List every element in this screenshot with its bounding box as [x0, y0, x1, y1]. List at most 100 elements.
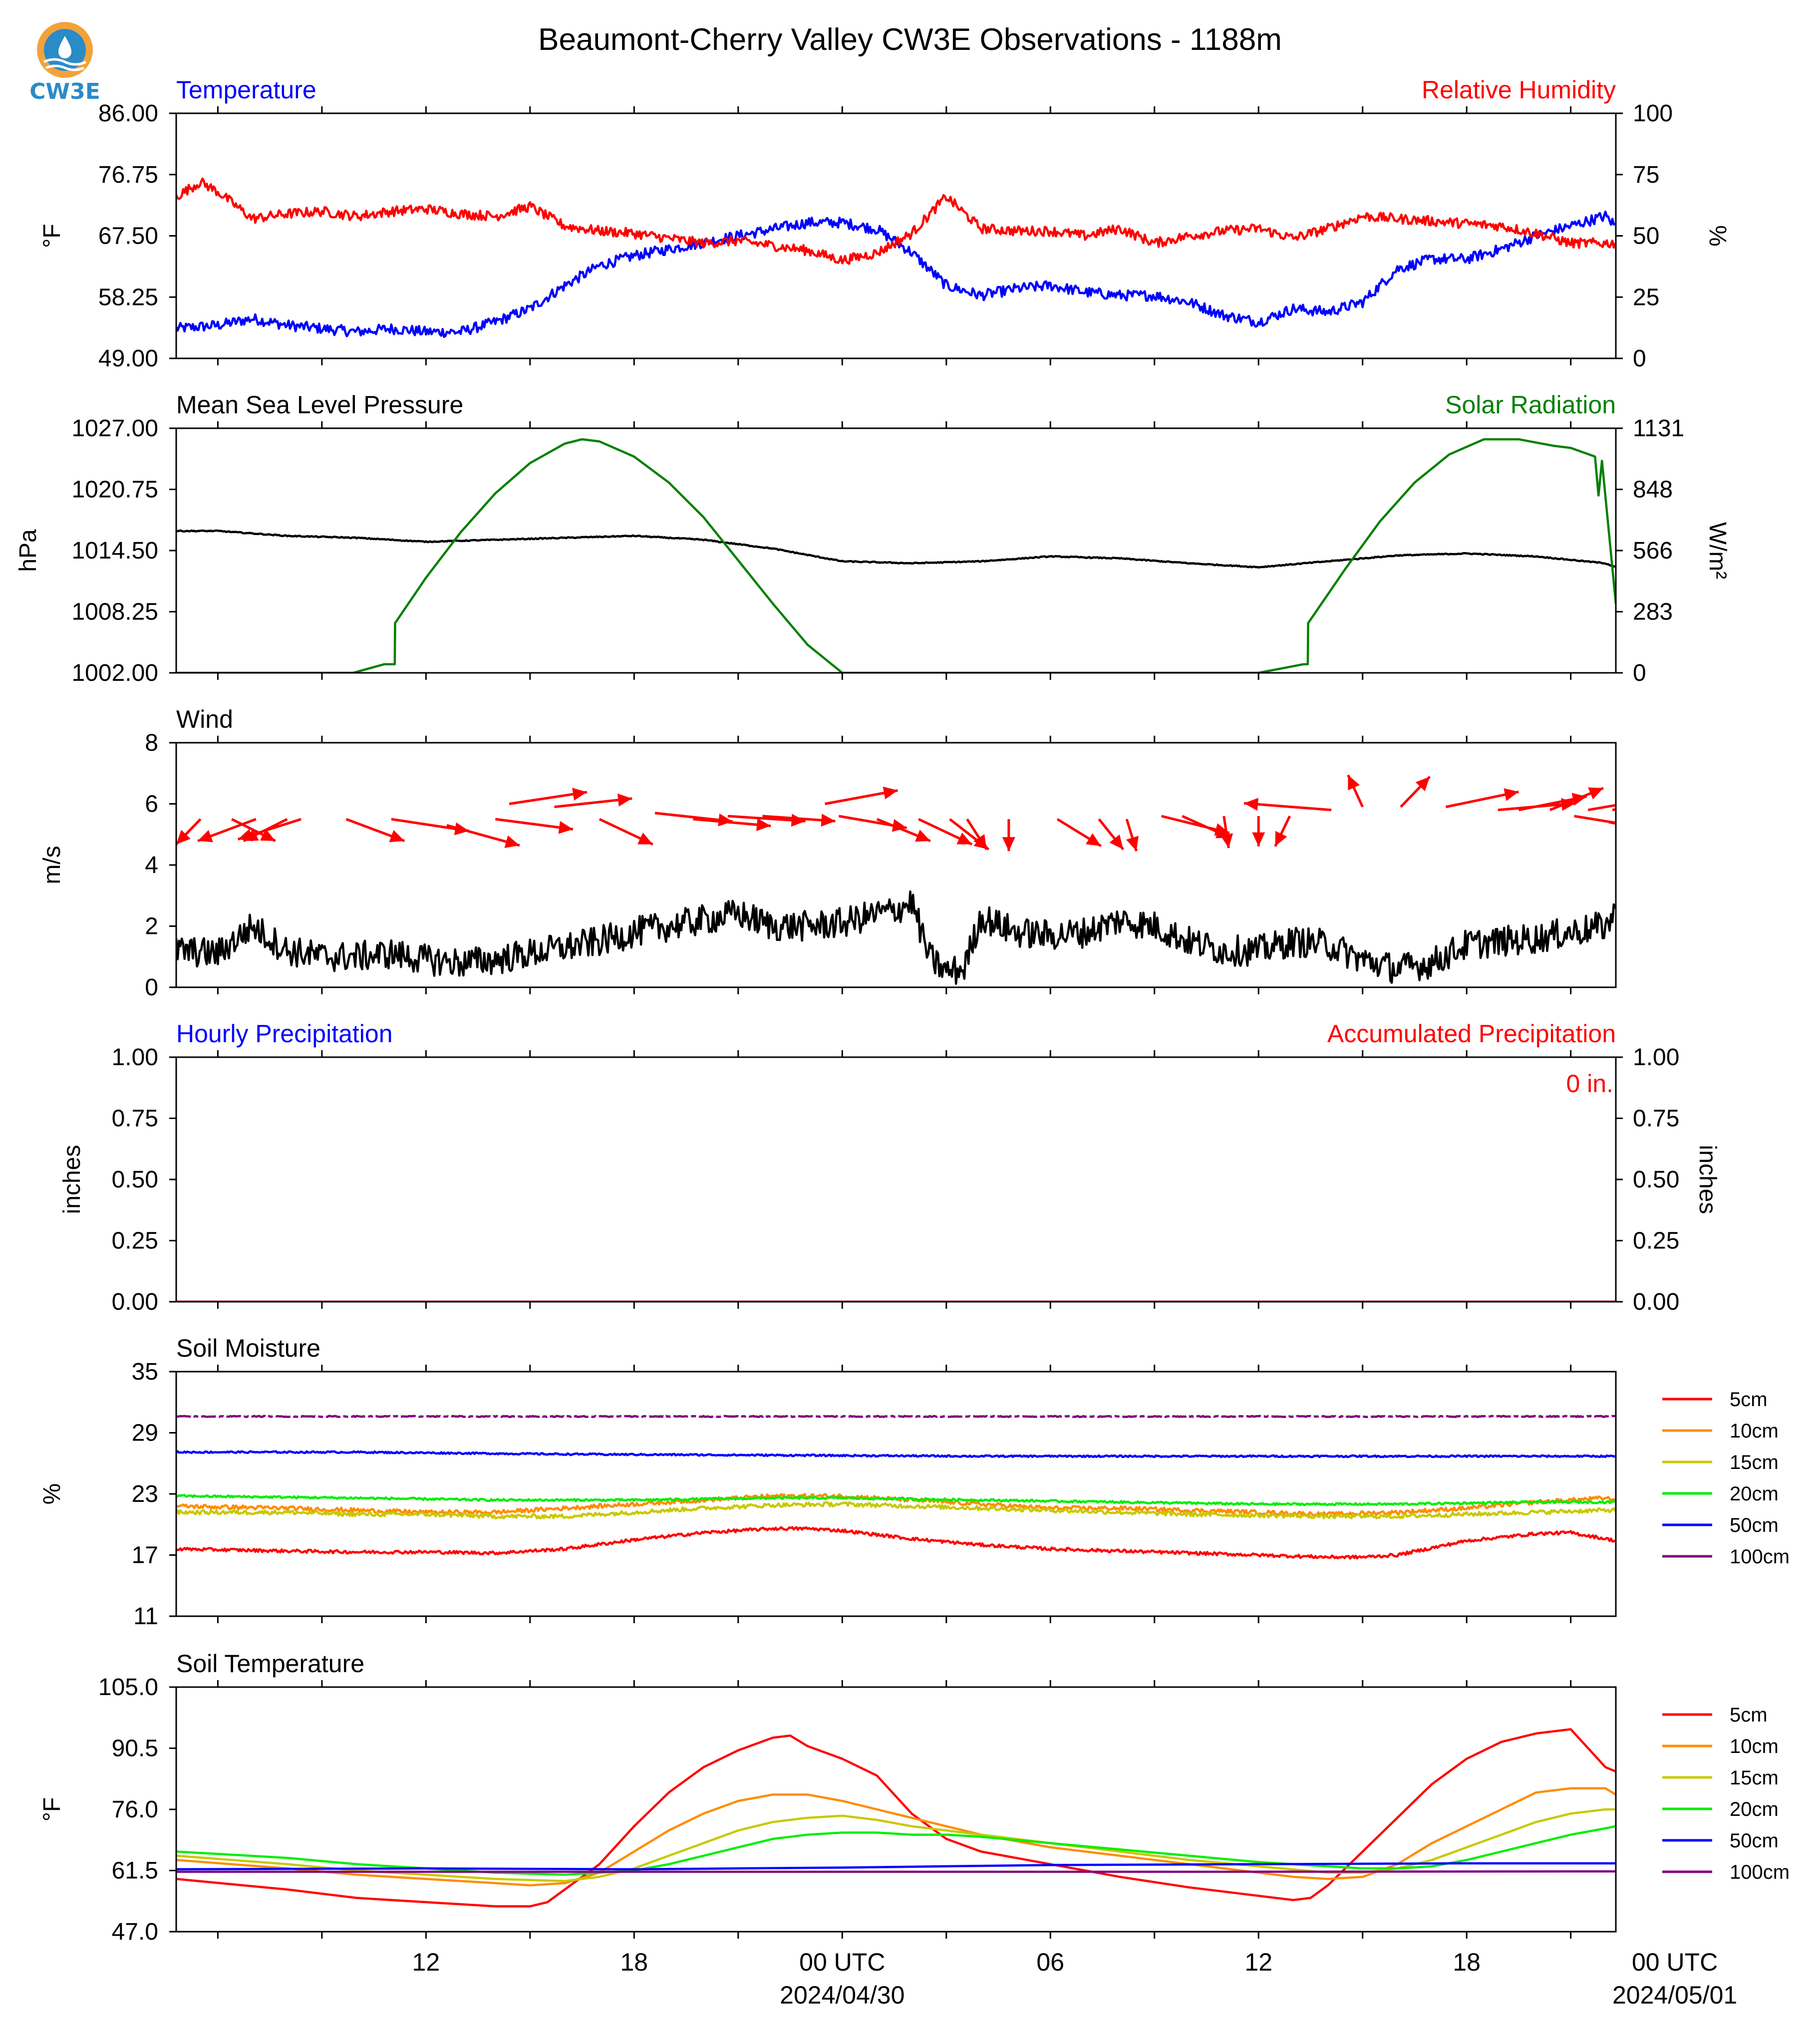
legend-label: 10cm — [1730, 1420, 1779, 1442]
wind-arrow-head — [1126, 836, 1139, 852]
legend-label: 10cm — [1730, 1736, 1779, 1757]
y-axis-label: % — [39, 1483, 65, 1505]
series-line-solar-radiation — [176, 438, 1616, 673]
panel-title-right: Relative Humidity — [1422, 76, 1616, 104]
panel-frame — [175, 1686, 1617, 1933]
y-tick-label-right: 50 — [1633, 223, 1659, 250]
y-axis-label: °F — [39, 224, 65, 248]
y-tick-label: 2 — [145, 913, 158, 940]
panel-title: Soil Moisture — [176, 1334, 320, 1362]
y-tick-label: 49.00 — [98, 345, 158, 372]
y-tick-label-right: 0.75 — [1633, 1106, 1679, 1132]
legend-label: 5cm — [1730, 1389, 1768, 1411]
y-tick-label: 1.00 — [112, 1044, 158, 1071]
x-date-label: 2024/04/30 — [780, 1981, 905, 2009]
y-tick-label-right: 0 — [1633, 345, 1646, 372]
series-line-relative-humidity — [176, 177, 1616, 265]
legend-label: 5cm — [1730, 1704, 1768, 1726]
plot-area — [132, 774, 1657, 985]
legend-label: 20cm — [1730, 1798, 1779, 1820]
series-line-20cm — [176, 1494, 1615, 1506]
y-axis-label-right: % — [1704, 225, 1731, 247]
legend-label: 15cm — [1730, 1767, 1779, 1789]
panel-frame — [175, 1371, 1617, 1617]
wind-arrow-head — [914, 830, 930, 842]
series-line-5cm — [176, 1728, 1616, 1908]
wind-arrow-head — [617, 793, 632, 807]
wind-arrow-head — [956, 832, 972, 845]
series-line-15cm — [176, 1501, 1616, 1520]
wind-arrow — [176, 816, 177, 818]
y-tick-label: 35 — [132, 1359, 158, 1385]
wind-arrow-head — [1275, 831, 1287, 847]
y-tick-label: 67.50 — [98, 223, 158, 250]
wind-arrow-head — [1504, 788, 1519, 801]
wind-arrow-head — [1415, 776, 1430, 792]
accumulated-total: 0 in. — [1566, 1070, 1613, 1098]
y-axis-label: hPa — [15, 529, 41, 572]
wind-arrow-head — [238, 829, 254, 842]
wind-arrow-head — [973, 834, 987, 850]
plot-area — [176, 1415, 1616, 1560]
y-tick-label-right: 0.25 — [1633, 1228, 1679, 1254]
series-line-5cm — [176, 1526, 1616, 1560]
series-line-50cm — [176, 1450, 1616, 1458]
wind-arrow-head — [1588, 787, 1603, 800]
wind-arrow-head — [260, 829, 276, 841]
panel-frame — [175, 1056, 1617, 1303]
panel-title: Soil Temperature — [176, 1650, 364, 1678]
legend-label: 100cm — [1730, 1546, 1790, 1568]
y-tick-label-right: 1.00 — [1633, 1044, 1679, 1071]
x-tick-label: 06 — [1036, 1948, 1064, 1976]
y-axis-label-right: W/m² — [1704, 522, 1731, 579]
y-axis-label-right: inches — [1694, 1145, 1721, 1214]
y-tick-label: 0.00 — [112, 1289, 158, 1315]
wind-arrow — [1587, 804, 1616, 812]
plot-area — [176, 438, 1616, 673]
wind-arrow-head — [1086, 833, 1101, 847]
legend: 5cm 10cm 15cm 20cm 50cm 100cm — [1662, 1389, 1790, 1568]
y-tick-label-right: 100 — [1633, 100, 1673, 127]
series-line-temperature — [176, 210, 1616, 338]
y-tick-label: 1020.75 — [71, 477, 158, 503]
wind-arrow-head — [883, 786, 898, 800]
y-tick-label: 23 — [132, 1481, 158, 1507]
panel-frame — [175, 427, 1617, 674]
x-tick-label: 18 — [620, 1948, 648, 1976]
wind-arrow — [1612, 808, 1616, 812]
wind-arrow-head — [1220, 833, 1233, 849]
wind-arrow-head — [572, 788, 587, 801]
logo-icon — [37, 22, 93, 78]
panel-precipitation: 0.00 0.25 0.50 0.75 1.00 0.00 0.25 0.50 0.75 1.00… — [59, 1020, 1721, 1315]
y-axis-label: m/s — [39, 846, 65, 884]
y-tick-label-right: 848 — [1633, 477, 1673, 503]
series-line-mean-sea-level-pressure — [176, 529, 1615, 569]
y-tick-label: 76.75 — [98, 162, 158, 188]
panel-wind: 0 2 4 6 8 m/s Wind — [39, 705, 1657, 1001]
wind-arrow-head — [756, 818, 771, 832]
wind-arrow-head — [1109, 834, 1124, 850]
legend-label: 100cm — [1730, 1861, 1790, 1883]
panel-title: Temperature — [176, 76, 316, 104]
panel-title-right: Solar Radiation — [1445, 391, 1616, 419]
series-line-wind — [176, 890, 1616, 985]
y-tick-label: 1008.25 — [71, 599, 158, 625]
wind-arrow-head — [821, 814, 836, 827]
y-tick-label: 29 — [132, 1420, 158, 1447]
x-tick-label: 00 UTC — [799, 1948, 885, 1976]
series-line-10cm — [176, 1787, 1616, 1887]
x-tick-label: 12 — [1244, 1948, 1272, 1976]
plot-area — [176, 177, 1616, 338]
wind-arrow-head — [1348, 775, 1360, 791]
wind-arrow-head — [198, 830, 213, 843]
legend-label: 15cm — [1730, 1451, 1779, 1473]
y-tick-label: 47.0 — [112, 1919, 158, 1945]
wind-arrow-head — [132, 819, 148, 832]
y-tick-label: 86.00 — [98, 100, 158, 127]
wind-arrow-head — [1642, 821, 1657, 834]
y-tick-label: 76.0 — [112, 1796, 158, 1823]
y-tick-label-right: 283 — [1633, 599, 1673, 625]
y-tick-label: 1014.50 — [71, 538, 158, 564]
y-tick-label: 0.25 — [112, 1228, 158, 1254]
